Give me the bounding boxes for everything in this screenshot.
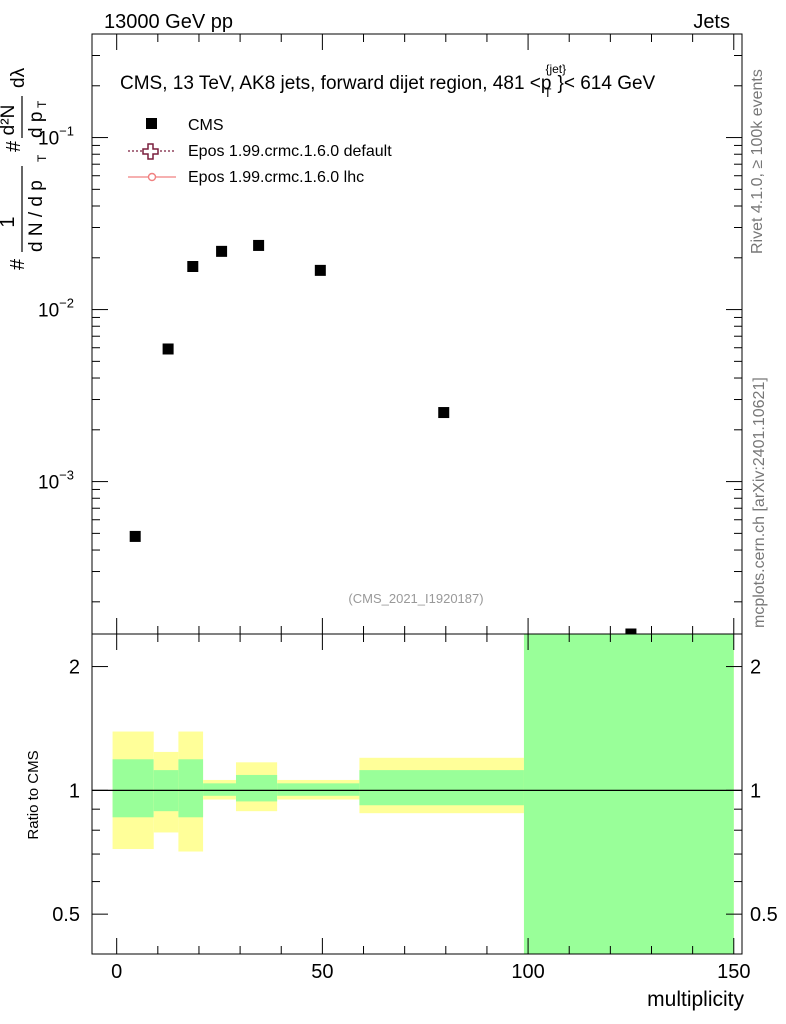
cms-point-3 — [216, 245, 228, 257]
main-ytick-label-1: 10−2 — [38, 296, 74, 322]
cms-point-4 — [253, 239, 265, 251]
cms-point-2 — [187, 260, 199, 272]
ylabel-denominator-sub: T — [35, 154, 49, 162]
ratio-ytick-label-right-2: 2 — [750, 657, 761, 679]
ratio-band-green-7 — [523, 634, 734, 954]
analysis-id-label: (CMS_2021_I1920187) — [348, 591, 483, 606]
plot-title-superscript: {jet} — [545, 62, 566, 76]
ylabel-prefix: # — [7, 258, 29, 270]
ylabel-second-numerator: d²N — [0, 105, 19, 136]
energy-label: 13000 GeV pp — [104, 11, 233, 33]
ylabel-hash: # — [3, 140, 25, 152]
legend-marker-epos-lhc — [147, 172, 157, 182]
ylabel-second-denominator-sub: T — [35, 100, 49, 108]
x-tick-label-2: 100 — [511, 961, 544, 983]
x-axis-label: multiplicity — [647, 988, 744, 1011]
cms-point-1 — [162, 343, 174, 355]
main-ylabel: # 1 d N / d p T # d²N d p T dλ — [0, 67, 49, 270]
ratio-axis-ticks — [92, 634, 742, 955]
legend-label-cms: CMS — [188, 117, 224, 134]
x-tick-label-0: 0 — [111, 961, 122, 983]
main-ytick-label-0: 10−1 — [38, 124, 74, 150]
ratio-ytick-label-left-2: 2 — [69, 657, 80, 679]
ylabel-numerator: 1 — [0, 216, 19, 227]
mcplots-label: mcplots.cern.ch [arXiv:2401.10621] — [751, 377, 768, 628]
x-tick-label-1: 50 — [311, 961, 333, 983]
ratio-frame — [91, 633, 743, 955]
legend-label-epos-default: Epos 1.99.crmc.1.6.0 default — [188, 143, 392, 160]
ratio-band-green-0 — [112, 759, 154, 818]
ratio-xtick-labels: 0 50 100 150 — [111, 961, 750, 983]
cms-data-points — [129, 239, 637, 640]
ratio-ytick-label-left-0: 0.5 — [52, 904, 80, 926]
ratio-ytick-label-right-0: 0.5 — [750, 904, 778, 926]
ratio-ytick-label-right-1: 1 — [750, 780, 761, 802]
ratio-bands — [112, 634, 734, 954]
ylabel-denominator: d N / d p — [26, 180, 47, 252]
category-label: Jets — [693, 11, 730, 33]
main-axis-ticks — [92, 33, 742, 634]
cms-point-6 — [438, 407, 450, 419]
plot-title-tail: }< 614 GeV — [558, 73, 656, 94]
ylabel-lambda: dλ — [8, 67, 29, 88]
legend: CMS Epos 1.99.crmc.1.6.0 default Epos 1.… — [128, 117, 392, 186]
main-ytick-label-2: 10−3 — [38, 468, 74, 494]
ylabel-second-denominator: d p — [26, 112, 47, 138]
ratio-band-green-2 — [178, 759, 204, 818]
ratio-ytick-label-left-1: 1 — [69, 780, 80, 802]
x-tick-label-3: 150 — [717, 961, 750, 983]
ratio-panel: 0.5 0.5 1 1 2 2 0 50 100 150 Ratio to CMS multip… — [25, 633, 778, 1011]
legend-label-epos-lhc: Epos 1.99.crmc.1.6.0 lhc — [188, 169, 364, 186]
ratio-band-green-3 — [203, 783, 236, 796]
plot-title-subscript: T — [544, 86, 552, 100]
plot-title: CMS, 13 TeV, AK8 jets, forward dijet reg… — [120, 62, 656, 100]
ratio-band-green-4 — [235, 774, 278, 802]
ratio-band-green-5 — [277, 783, 360, 796]
ratio-ytick-labels: 0.5 0.5 1 1 2 2 — [52, 657, 778, 927]
legend-marker-cms — [146, 118, 157, 129]
cms-point-0 — [129, 530, 141, 542]
rivet-version-label: Rivet 4.1.0, ≥ 100k events — [749, 69, 766, 254]
main-ytick-labels: 10−1 10−2 10−3 — [38, 124, 74, 494]
plot-title-main: CMS, 13 TeV, AK8 jets, forward dijet reg… — [120, 73, 551, 94]
main-panel: 10−1 10−2 10−3 CMS, 13 TeV, AK8 jets, forw… — [0, 33, 743, 640]
ratio-band-green-6 — [359, 770, 524, 806]
ratio-ylabel: Ratio to CMS — [25, 750, 42, 839]
legend-marker-epos-default — [142, 143, 159, 160]
cms-point-5 — [314, 264, 326, 276]
